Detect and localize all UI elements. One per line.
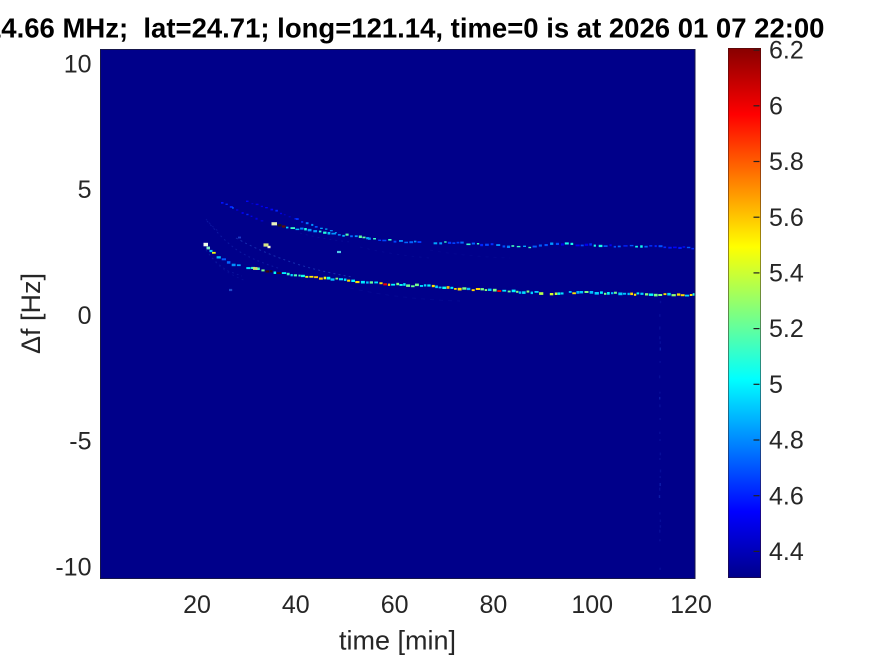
svg-text:5.4: 5.4: [769, 260, 804, 288]
svg-text:14.66 MHz; lat=24.71; long=12: 14.66 MHz; lat=24.71; long=121.14, time=…: [0, 13, 824, 44]
svg-text:Δf [Hz]: Δf [Hz]: [16, 273, 46, 354]
svg-text:100: 100: [571, 591, 613, 619]
svg-text:120: 120: [670, 591, 712, 619]
svg-text:5: 5: [78, 176, 92, 204]
svg-text:60: 60: [381, 591, 409, 619]
svg-text:80: 80: [479, 591, 507, 619]
svg-text:6: 6: [769, 92, 783, 120]
svg-text:4.4: 4.4: [769, 538, 804, 566]
svg-text:4.6: 4.6: [769, 482, 804, 510]
svg-text:6.2: 6.2: [769, 37, 804, 65]
svg-text:20: 20: [183, 591, 211, 619]
svg-text:-10: -10: [55, 553, 91, 581]
svg-text:-5: -5: [69, 428, 91, 456]
svg-text:0: 0: [78, 302, 92, 330]
svg-text:5: 5: [769, 371, 783, 399]
svg-text:40: 40: [282, 591, 310, 619]
svg-text:5.2: 5.2: [769, 315, 804, 343]
svg-text:10: 10: [64, 50, 92, 78]
svg-text:time [min]: time [min]: [339, 625, 456, 655]
svg-text:5.6: 5.6: [769, 204, 804, 232]
svg-text:5.8: 5.8: [769, 148, 804, 176]
svg-text:4.8: 4.8: [769, 427, 804, 455]
